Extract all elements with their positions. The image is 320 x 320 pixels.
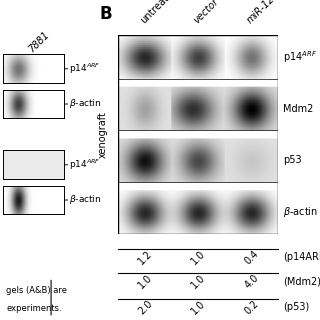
Text: 0.2: 0.2 — [243, 298, 261, 316]
Text: experiments.: experiments. — [6, 304, 62, 313]
Text: $\beta$-actin: $\beta$-actin — [69, 194, 101, 206]
Text: Mdm2: Mdm2 — [283, 104, 314, 114]
Text: 1.0: 1.0 — [189, 249, 207, 266]
Text: 1.0: 1.0 — [189, 298, 207, 316]
Text: 0.4: 0.4 — [243, 249, 261, 266]
Text: (Mdm2): (Mdm2) — [283, 276, 320, 286]
Text: untreat.: untreat. — [138, 0, 173, 25]
Text: p53: p53 — [283, 155, 302, 165]
Text: p14$^{ARF}$: p14$^{ARF}$ — [283, 49, 317, 65]
Text: $\beta$-actin: $\beta$-actin — [283, 205, 318, 219]
Text: 1.2: 1.2 — [136, 248, 154, 266]
Text: (p14ARF): (p14ARF) — [283, 252, 320, 262]
Text: 7881: 7881 — [26, 30, 51, 54]
Text: p14$^{ARF}$: p14$^{ARF}$ — [69, 157, 100, 172]
Text: miR-125bm: miR-125bm — [245, 0, 292, 25]
Text: p14$^{ARF}$: p14$^{ARF}$ — [69, 61, 100, 76]
Text: xenograft: xenograft — [97, 111, 108, 158]
Text: 1.0: 1.0 — [189, 272, 207, 290]
Text: (p53): (p53) — [283, 302, 309, 312]
Text: vector: vector — [191, 0, 220, 25]
Text: $\beta$-actin: $\beta$-actin — [69, 98, 101, 110]
Text: 4.0: 4.0 — [243, 272, 261, 290]
Text: 2.0: 2.0 — [136, 298, 154, 316]
Text: B: B — [99, 5, 112, 23]
Text: 1.0: 1.0 — [136, 272, 154, 290]
Text: gels (A&B) are: gels (A&B) are — [6, 286, 67, 295]
